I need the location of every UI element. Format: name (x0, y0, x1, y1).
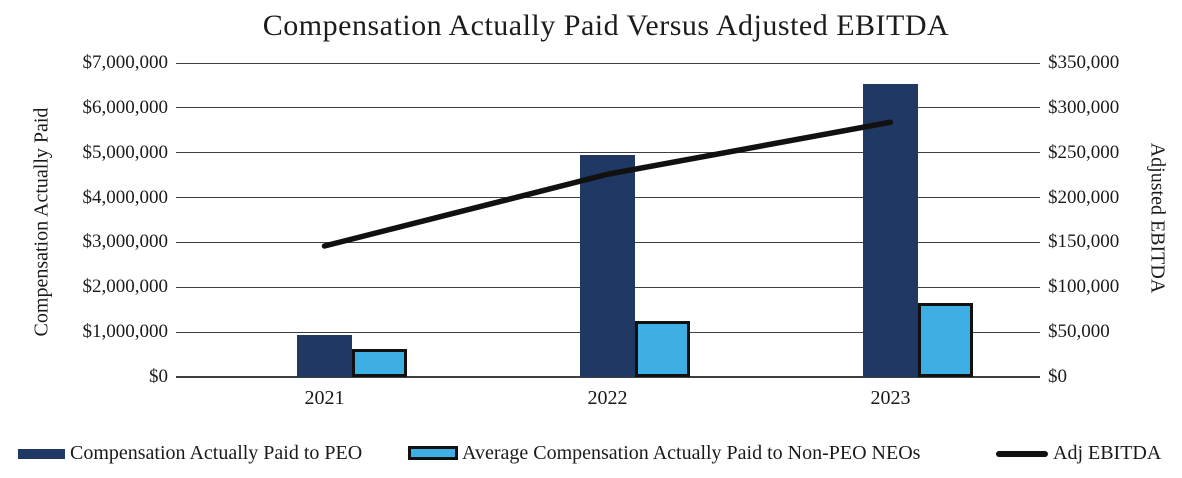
left-axis-tick-label: $1,000,000 (82, 321, 169, 343)
gridline (176, 152, 1040, 154)
legend-label-adj-ebitda: Adj EBITDA (1053, 442, 1162, 464)
legend-swatch-peo (18, 449, 65, 459)
x-axis-label-2023: 2023 (870, 387, 911, 409)
bar-comp-paid-peo-2023 (863, 84, 918, 377)
left-axis-tick-label: $0 (149, 366, 168, 387)
right-axis-tick-label: $50,000 (1048, 321, 1110, 343)
left-axis-tick-label: $7,000,000 (82, 52, 169, 73)
right-axis-tick-label: $100,000 (1048, 276, 1120, 298)
legend-swatch-non-peo (408, 446, 458, 460)
right-axis-title: Adjusted EBITDA (1146, 142, 1169, 294)
right-axis-tick-label: $150,000 (1048, 231, 1120, 253)
adj-ebitda-line (321, 119, 894, 249)
gridline (176, 62, 1040, 64)
bar-avg-comp-non-peo-2023 (918, 302, 973, 377)
bar-avg-comp-non-peo-2022 (635, 321, 690, 377)
chart-title: Compensation Actually Paid Versus Adjust… (262, 9, 950, 42)
right-axis-tick-label: $0 (1048, 366, 1067, 387)
bar-avg-comp-non-peo-2021 (352, 349, 407, 377)
gridline (176, 376, 1040, 378)
left-axis-title: Compensation Actually Paid (30, 107, 53, 337)
legend-label-non-peo: Average Compensation Actually Paid to No… (462, 442, 921, 464)
left-axis-tick-label: $6,000,000 (82, 96, 169, 118)
right-axis-tick-label: $300,000 (1048, 96, 1120, 118)
right-axis-tick-label: $200,000 (1048, 186, 1120, 208)
x-axis-label-2021: 2021 (304, 387, 345, 409)
bar-comp-paid-peo-2021 (297, 335, 352, 377)
gridline (176, 107, 1040, 109)
right-axis-tick-label: $250,000 (1048, 141, 1120, 163)
left-axis-tick-label: $5,000,000 (82, 141, 169, 163)
left-axis-tick-label: $4,000,000 (82, 186, 169, 208)
x-axis-label-2022: 2022 (587, 387, 628, 409)
left-axis-tick-label: $2,000,000 (82, 276, 169, 298)
legend-label-peo: Compensation Actually Paid to PEO (70, 442, 363, 464)
left-axis-tick-label: $3,000,000 (82, 231, 169, 253)
bar-comp-paid-peo-2022 (580, 154, 635, 377)
legend-line-swatch-adj-ebitda (996, 451, 1048, 457)
right-axis-tick-label: $350,000 (1048, 52, 1120, 73)
